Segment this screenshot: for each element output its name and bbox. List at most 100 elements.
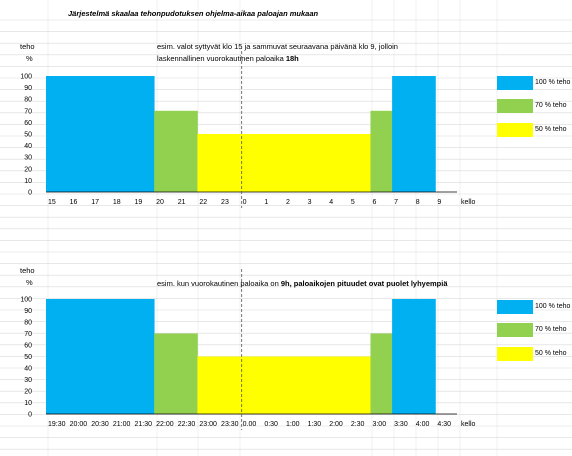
chart1-bar-7 [197, 134, 220, 192]
chart2-bar-5 [154, 333, 177, 414]
chart1-xtick-17: 8 [416, 199, 420, 206]
chart1-bar-11 [283, 134, 306, 192]
chart1-ytick-3: 70 [24, 108, 32, 115]
chart1-bar-12 [305, 134, 328, 192]
chart2-legend-label-50: 50 % teho [535, 350, 567, 357]
chart1-xtick-9: 0 [243, 199, 247, 206]
chart1-bar-14 [348, 134, 371, 192]
chart1-xtick-4: 19 [135, 199, 143, 206]
chart1-xtick-3: 18 [113, 199, 121, 206]
chart2-xlabel: kello [461, 421, 476, 428]
chart2-bar-9 [240, 356, 263, 414]
chart1-xtick-14: 5 [351, 199, 355, 206]
chart1-xlabel: kello [461, 199, 476, 206]
chart1-ytick-7: 30 [24, 155, 32, 162]
chart1-bar-16 [392, 76, 415, 192]
chart2-xtick-18: 4:30 [437, 421, 451, 428]
chart2-xtick-14: 2:30 [351, 421, 365, 428]
chart1-bar-9 [240, 134, 263, 192]
chart2-xtick-17: 4:00 [416, 421, 430, 428]
chart2-ylabel: teho [20, 266, 35, 275]
chart2-legend-label-100: 100 % teho [535, 303, 571, 310]
chart2-xtick-6: 22:30 [178, 421, 196, 428]
chart1-bar-4 [132, 76, 155, 192]
page-title: Järjestelmä skaalaa tehonpudotuksen ohje… [68, 9, 319, 18]
chart2-xtick-11: 1:00 [286, 421, 300, 428]
chart2-xtick-12: 1:30 [308, 421, 322, 428]
chart1-xtick-13: 4 [329, 199, 333, 206]
chart1-xtick-15: 6 [372, 199, 376, 206]
chart2-yunit: % [26, 278, 33, 287]
chart2-ytick-2: 80 [24, 320, 32, 327]
chart2-xtick-15: 3:00 [372, 421, 386, 428]
chart2-bar-8 [219, 356, 242, 414]
chart1-annotation-line2: laskennallinen vuorokautinen paloaika 18… [157, 54, 299, 64]
chart1-xtick-1: 16 [70, 199, 78, 206]
chart2-ytick-4: 60 [24, 343, 32, 350]
chart1-ytick-4: 60 [24, 120, 32, 127]
chart2-bar-2 [89, 299, 112, 414]
chart1-xtick-11: 2 [286, 199, 290, 206]
chart2-xtick-16: 3:30 [394, 421, 408, 428]
chart1-ytick-1: 90 [24, 85, 32, 92]
chart2-annotation-bold: 9h, paloaikojen pituudet ovat puolet lyh… [280, 279, 448, 288]
chart2-legend-swatch-100 [497, 300, 533, 314]
chart2-ytick-5: 50 [24, 354, 32, 361]
chart1-ytick-5: 50 [24, 132, 32, 139]
chart2-legend-swatch-50 [497, 347, 533, 361]
chart2-bar-1 [67, 299, 90, 414]
chart2-bar-13 [327, 356, 350, 414]
chart1-ytick-10: 0 [28, 190, 32, 197]
chart1-bar-6 [175, 110, 198, 192]
chart1-legend-swatch-70 [497, 99, 533, 113]
chart2-annotation-text: esim. kun vuorokautinen paloaika on [157, 279, 281, 288]
chart1-xtick-10: 1 [264, 199, 268, 206]
chart2-ytick-8: 20 [24, 389, 32, 396]
chart2-xtick-5: 22:00 [156, 421, 174, 428]
chart1-ytick-8: 20 [24, 166, 32, 173]
chart1-xtick-2: 17 [91, 199, 99, 206]
chart2-xtick-2: 20:30 [91, 421, 109, 428]
chart1-legend-label-100: 100 % teho [535, 79, 571, 86]
chart2-xtick-7: 23:00 [199, 421, 217, 428]
chart2-annotation: esim. kun vuorokautinen paloaika on 9h, … [157, 279, 448, 289]
chart1-bar-3 [110, 76, 133, 192]
chart1-bar-0 [46, 76, 69, 192]
chart2-xtick-10: 0:30 [264, 421, 278, 428]
chart2-ytick-10: 0 [28, 412, 32, 419]
chart2-xtick-9: 0.00 [243, 421, 257, 428]
chart1-xtick-7: 22 [199, 199, 207, 206]
chart1-xtick-18: 9 [437, 199, 441, 206]
chart1-annotation-line2-bold: 18h [285, 54, 299, 63]
chart2-bar-11 [283, 356, 306, 414]
chart1-bar-13 [327, 134, 350, 192]
chart2-bar-14 [348, 356, 371, 414]
chart1-xtick-12: 3 [308, 199, 312, 206]
chart1-legend-swatch-50 [497, 123, 533, 137]
chart2-legend-swatch-70 [497, 323, 533, 337]
chart2-ytick-6: 40 [24, 366, 32, 373]
chart1-bar-1 [67, 76, 90, 192]
chart2-bar-7 [197, 356, 220, 414]
chart2-bar-6 [175, 333, 198, 414]
chart2-legend-label-70: 70 % teho [535, 326, 567, 333]
chart2-ytick-7: 30 [24, 377, 32, 384]
chart2-bar-15 [370, 333, 393, 414]
chart1: 100 90 80 70 60 50 40 30 20 10 0 15 16 17 18 19 20 21 22 23… [0, 0, 572, 220]
chart1-annotation-line2-text: laskennallinen vuorokautinen paloaika [157, 54, 286, 63]
chart2-ytick-3: 70 [24, 331, 32, 338]
chart1-bar-15 [370, 110, 393, 192]
chart2-xtick-3: 21:00 [113, 421, 131, 428]
chart2-bar-10 [262, 356, 285, 414]
chart1-xtick-6: 21 [178, 199, 186, 206]
chart1-annotation-line1: esim. valot syttyvät klo 15 ja sammuvat … [157, 42, 398, 51]
chart1-xtick-0: 15 [48, 199, 56, 206]
chart2-bar-0 [46, 299, 69, 414]
chart2-ytick-0: 100 [20, 297, 32, 304]
chart1-ylabel: teho [20, 42, 35, 51]
chart1-bar-2 [89, 76, 112, 192]
chart1-legend-label-70: 70 % teho [535, 102, 567, 109]
chart2-ytick-9: 10 [24, 400, 32, 407]
